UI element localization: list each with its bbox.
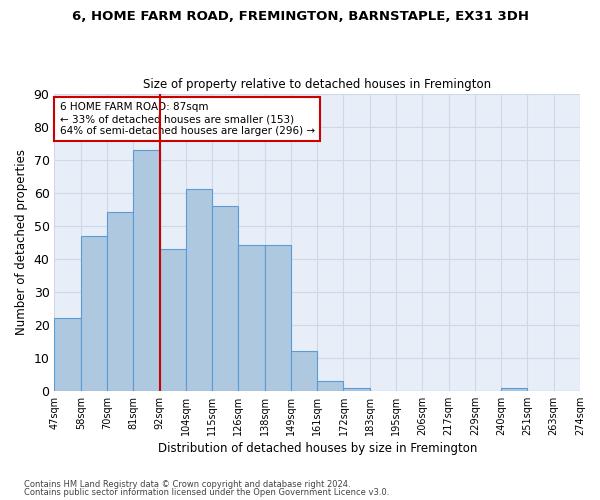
Bar — [317, 381, 343, 391]
Bar — [80, 236, 107, 391]
Bar — [291, 351, 317, 391]
Title: Size of property relative to detached houses in Fremington: Size of property relative to detached ho… — [143, 78, 491, 91]
Bar — [186, 190, 212, 391]
Bar — [238, 246, 265, 391]
Bar — [501, 388, 527, 391]
Y-axis label: Number of detached properties: Number of detached properties — [15, 149, 28, 335]
Bar — [55, 318, 80, 391]
Text: 6 HOME FARM ROAD: 87sqm
← 33% of detached houses are smaller (153)
64% of semi-d: 6 HOME FARM ROAD: 87sqm ← 33% of detache… — [59, 102, 315, 136]
Bar — [265, 246, 291, 391]
X-axis label: Distribution of detached houses by size in Fremington: Distribution of detached houses by size … — [158, 442, 477, 455]
Bar — [160, 249, 186, 391]
Bar — [107, 212, 133, 391]
Bar — [133, 150, 160, 391]
Text: Contains HM Land Registry data © Crown copyright and database right 2024.: Contains HM Land Registry data © Crown c… — [24, 480, 350, 489]
Bar — [343, 388, 370, 391]
Text: 6, HOME FARM ROAD, FREMINGTON, BARNSTAPLE, EX31 3DH: 6, HOME FARM ROAD, FREMINGTON, BARNSTAPL… — [71, 10, 529, 23]
Bar — [212, 206, 238, 391]
Text: Contains public sector information licensed under the Open Government Licence v3: Contains public sector information licen… — [24, 488, 389, 497]
